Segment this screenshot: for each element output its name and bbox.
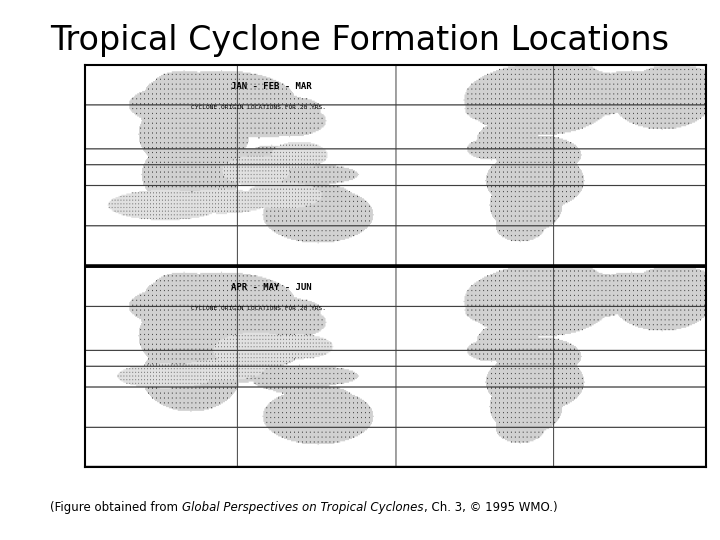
Text: , Ch. 3, © 1995 WMO.): , Ch. 3, © 1995 WMO.)	[423, 501, 557, 514]
Text: JAN - FEB - MAR: JAN - FEB - MAR	[231, 82, 312, 91]
Text: Global Perspectives on Tropical Cyclones: Global Perspectives on Tropical Cyclones	[182, 501, 423, 514]
Text: CYCLONE ORIGIN LOCATIONS FOR 20 YRS.: CYCLONE ORIGIN LOCATIONS FOR 20 YRS.	[192, 306, 326, 311]
Text: CYCLONE ORIGIN LOCATIONS FOR 20 YRS.: CYCLONE ORIGIN LOCATIONS FOR 20 YRS.	[192, 105, 326, 110]
Text: Tropical Cyclone Formation Locations: Tropical Cyclone Formation Locations	[50, 24, 670, 57]
Text: (Figure obtained from: (Figure obtained from	[50, 501, 182, 514]
Text: APR - MAY - JUN: APR - MAY - JUN	[231, 283, 312, 292]
